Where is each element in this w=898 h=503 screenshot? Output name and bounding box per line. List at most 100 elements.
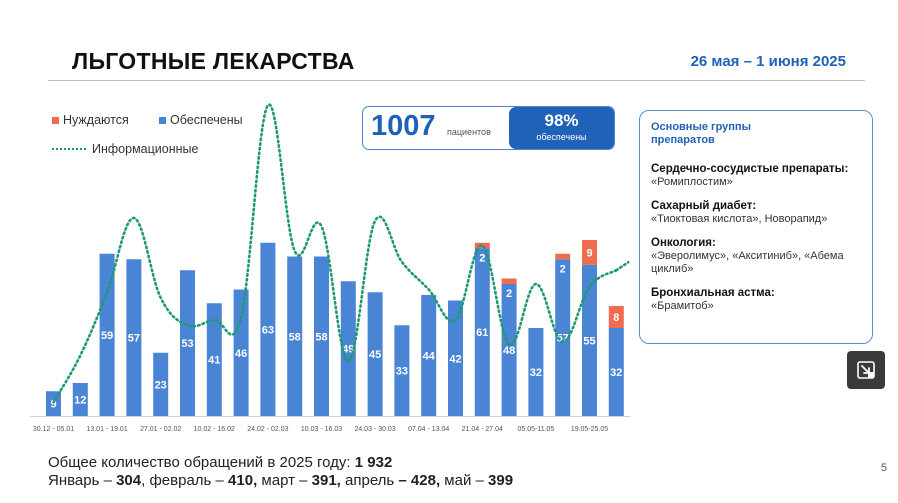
bar-value-label: 44	[423, 351, 436, 363]
date-range: 26 мая – 1 июня 2025	[690, 53, 846, 70]
group-asthma: Бронхиальная астма: «Брамитоб»	[651, 286, 872, 313]
needed-value-label: 2	[506, 288, 512, 300]
bar-provided	[233, 289, 249, 416]
info-series-line	[52, 103, 618, 404]
x-tick-label: 24.03 - 30.03	[354, 426, 395, 433]
needed-value-label: 9	[586, 247, 592, 259]
x-tick-label: 07.04 - 13.04	[408, 426, 449, 433]
x-tick-label: 05.05-11.05	[517, 426, 554, 433]
bar-value-label: 59	[101, 330, 113, 342]
feb-value: 410,	[228, 472, 258, 489]
apr-label: апрель	[340, 472, 399, 489]
bar-provided	[153, 352, 169, 416]
apr-value: – 428,	[398, 472, 441, 489]
total-requests: Общее количество обращений в 2025 году: …	[48, 454, 392, 471]
expand-button[interactable]	[847, 351, 885, 389]
bar-value-label: 45	[369, 349, 381, 361]
bar-value-label: 61	[476, 327, 488, 339]
x-tick-label: 19.05-25.05	[571, 426, 608, 433]
bar-value-label: 9	[50, 399, 56, 411]
provided-swatch	[159, 116, 166, 124]
group-heading: Сердечно-сосудистые препараты:	[651, 163, 849, 175]
bar-value-label: 58	[315, 331, 327, 343]
mar-value: 391,	[311, 472, 341, 489]
bar-provided	[99, 253, 115, 416]
x-tick-label: 21.04 - 27.04	[462, 426, 503, 433]
bar-provided	[394, 325, 410, 416]
bar-value-label: 23	[155, 379, 167, 391]
bar-provided	[126, 259, 142, 416]
bar-needed	[501, 278, 517, 284]
bar-provided	[72, 383, 88, 416]
bar-value-label: 58	[289, 331, 301, 343]
group-text: «Ромиплостим»	[651, 176, 733, 188]
x-tick-label: 13.01 - 19.01	[86, 426, 127, 433]
bar-provided	[206, 303, 222, 416]
bar-value-label: 53	[181, 338, 193, 350]
group-heading: Бронхиальная астма:	[651, 287, 775, 299]
bar-value-label: 32	[610, 367, 622, 379]
bar-value-label: 33	[396, 366, 408, 378]
group-oncology: Онкология: «Эверолимус», «Акситиниб», «А…	[651, 236, 872, 276]
expand-arrow-icon	[857, 361, 875, 379]
bar-provided	[582, 264, 597, 416]
bar-needed	[555, 253, 571, 260]
needed-value-label: 2	[560, 263, 566, 275]
bar-provided	[180, 270, 195, 416]
bar-value-label: 32	[530, 367, 542, 379]
bar-provided	[260, 242, 276, 416]
needed-value-label: 8	[613, 312, 619, 324]
kpi-number: 1007	[371, 110, 436, 142]
bar-value-label: 48	[503, 345, 515, 357]
bar-value-label: 57	[557, 333, 569, 345]
jan-label: Январь –	[48, 472, 117, 489]
group-cardio: Сердечно-сосудистые препараты: «Ромиплос…	[651, 162, 872, 189]
feb-label: , февраль –	[141, 472, 229, 489]
x-tick-label: 10.03 - 16.03	[301, 426, 342, 433]
bar-value-label: 42	[449, 353, 461, 365]
drug-groups-panel: Основные группы препаратов Сердечно-сосу…	[639, 110, 873, 344]
x-tick-label: 10.02 - 16.02	[194, 426, 235, 433]
total-value: 1 932	[354, 454, 393, 471]
may-label: май –	[440, 472, 489, 489]
monthly-breakdown: Январь – 304, февраль – 410, март – 391,…	[48, 472, 513, 489]
bar-provided	[340, 281, 356, 416]
x-tick-label: 24.02 - 02.03	[247, 426, 288, 433]
bar-provided	[367, 292, 383, 416]
total-prefix: Общее количество обращений в 2025 году:	[48, 454, 355, 471]
may-value: 399	[488, 472, 514, 489]
bar-provided	[448, 300, 463, 416]
jan-value: 304	[116, 472, 142, 489]
bar-provided	[421, 295, 437, 416]
needed-swatch	[52, 116, 59, 124]
legend-needed: Нуждаются	[52, 113, 129, 127]
kpi-number-label: пациентов	[447, 127, 491, 137]
kpi-percent: 98%	[544, 111, 579, 130]
bar-value-label: 63	[262, 324, 274, 336]
page-title: ЛЬГОТНЫЕ ЛЕКАРСТВА	[72, 48, 355, 74]
legend-needed-label: Нуждаются	[63, 113, 129, 127]
bar-provided	[474, 248, 490, 416]
bar-provided	[314, 256, 329, 416]
legend-provided-label: Обеспечены	[170, 113, 243, 127]
group-diabetes: Сахарный диабет: «Тиоктовая кислота», Но…	[651, 199, 872, 226]
bar-provided	[287, 256, 303, 416]
kpi-percent-label: обеспечены	[536, 132, 587, 142]
info-swatch	[52, 148, 86, 150]
bar-value-label: 12	[74, 395, 86, 407]
group-text: «Эверолимус», «Акситиниб», «Абема циклиб…	[651, 250, 844, 275]
group-heading: Онкология:	[651, 237, 716, 249]
bar-provided	[528, 328, 544, 416]
group-heading: Сахарный диабет:	[651, 200, 757, 212]
kpi-percent-box: 98% обеспечены	[509, 107, 614, 149]
bar-value-label: 46	[235, 348, 247, 360]
group-text: «Брамитоб»	[651, 300, 714, 312]
x-tick-label: 30.12 - 05.01	[33, 426, 74, 433]
info-series-tail	[615, 260, 630, 272]
page-number: 5	[880, 462, 887, 474]
bar-value-label: 41	[208, 355, 220, 367]
x-tick-label: 27.01 - 02.02	[140, 426, 181, 433]
bar-needed	[582, 240, 597, 265]
bar-provided	[501, 284, 517, 416]
